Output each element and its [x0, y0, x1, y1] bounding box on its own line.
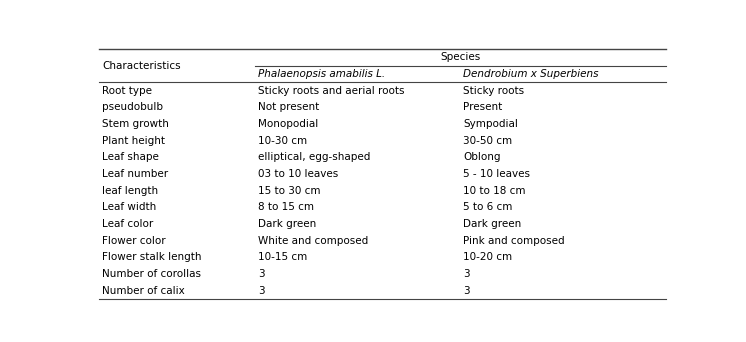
Text: elliptical, egg-shaped: elliptical, egg-shaped — [258, 152, 371, 162]
Text: Sticky roots: Sticky roots — [463, 86, 524, 96]
Text: 3: 3 — [258, 286, 265, 296]
Text: Dendrobium x Superbiens: Dendrobium x Superbiens — [463, 69, 599, 79]
Text: Pink and composed: Pink and composed — [463, 236, 565, 246]
Text: 30-50 cm: 30-50 cm — [463, 136, 513, 146]
Text: Species: Species — [440, 52, 480, 62]
Text: 15 to 30 cm: 15 to 30 cm — [258, 186, 321, 196]
Text: White and composed: White and composed — [258, 236, 369, 246]
Text: Sympodial: Sympodial — [463, 119, 518, 129]
Text: Stem growth: Stem growth — [102, 119, 169, 129]
Text: Not present: Not present — [258, 102, 319, 112]
Text: Oblong: Oblong — [463, 152, 501, 162]
Text: Number of corollas: Number of corollas — [102, 269, 201, 279]
Text: Dark green: Dark green — [463, 219, 521, 229]
Text: 03 to 10 leaves: 03 to 10 leaves — [258, 169, 338, 179]
Text: Dark green: Dark green — [258, 219, 316, 229]
Text: Leaf number: Leaf number — [102, 169, 168, 179]
Text: Present: Present — [463, 102, 503, 112]
Text: Characteristics: Characteristics — [102, 61, 181, 70]
Text: 3: 3 — [463, 269, 470, 279]
Text: 5 - 10 leaves: 5 - 10 leaves — [463, 169, 530, 179]
Text: 10 to 18 cm: 10 to 18 cm — [463, 186, 526, 196]
Text: Flower stalk length: Flower stalk length — [102, 252, 201, 262]
Text: Leaf width: Leaf width — [102, 202, 156, 212]
Text: 3: 3 — [258, 269, 265, 279]
Text: pseudobulb: pseudobulb — [102, 102, 163, 112]
Text: Leaf color: Leaf color — [102, 219, 153, 229]
Text: Flower color: Flower color — [102, 236, 166, 246]
Text: 5 to 6 cm: 5 to 6 cm — [463, 202, 513, 212]
Text: 10-20 cm: 10-20 cm — [463, 252, 513, 262]
Text: leaf length: leaf length — [102, 186, 158, 196]
Text: 3: 3 — [463, 286, 470, 296]
Text: Plant height: Plant height — [102, 136, 165, 146]
Text: Sticky roots and aerial roots: Sticky roots and aerial roots — [258, 86, 404, 96]
Text: Phalaenopsis amabilis L.: Phalaenopsis amabilis L. — [258, 69, 385, 79]
Text: Leaf shape: Leaf shape — [102, 152, 159, 162]
Text: Number of calix: Number of calix — [102, 286, 185, 296]
Text: Root type: Root type — [102, 86, 152, 96]
Text: Monopodial: Monopodial — [258, 119, 319, 129]
Text: 10-15 cm: 10-15 cm — [258, 252, 307, 262]
Text: 8 to 15 cm: 8 to 15 cm — [258, 202, 314, 212]
Text: 10-30 cm: 10-30 cm — [258, 136, 307, 146]
